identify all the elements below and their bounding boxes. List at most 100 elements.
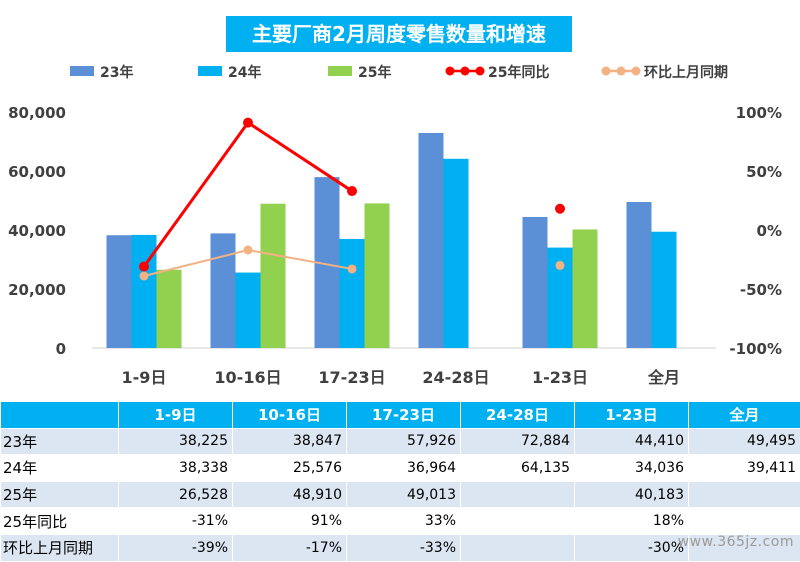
y-left-tick-label: 60,000 [8, 163, 66, 181]
legend-swatch-marker [476, 67, 485, 76]
bar [365, 203, 390, 348]
x-tick-label: 10-16日 [214, 368, 281, 387]
legend-swatch [328, 66, 352, 76]
bar [523, 217, 548, 348]
table-cell: 49,495 [689, 428, 800, 455]
x-tick-label: 1-9日 [122, 368, 167, 387]
table-header-cell: 全月 [689, 402, 800, 429]
table-cell [461, 534, 575, 561]
table-cell: 40,183 [575, 481, 689, 508]
line-point [139, 262, 149, 272]
table-row: 23年 38,225 38,847 57,926 72,884 44,410 4… [1, 428, 800, 455]
row-label: 24年 [1, 455, 119, 482]
table-cell: -17% [233, 534, 347, 561]
bar [132, 235, 157, 348]
bar [107, 235, 132, 348]
line-point [140, 272, 149, 281]
bar [261, 204, 286, 348]
legend-swatch [70, 66, 94, 76]
bar [652, 232, 677, 348]
table-cell: 72,884 [461, 428, 575, 455]
table-header-cell: 17-23日 [347, 402, 461, 429]
table-cell: 18% [575, 508, 689, 535]
legend-label: 24年 [228, 64, 261, 81]
table-row: 24年 38,338 25,576 36,964 64,135 34,036 3… [1, 455, 800, 482]
table-header-cell: 1-9日 [119, 402, 233, 429]
legend-label: 25年同比 [488, 64, 549, 81]
legend-label: 环比上月同期 [644, 64, 728, 81]
table-cell: 38,338 [119, 455, 233, 482]
y-right-tick-label: 0% [757, 222, 782, 240]
line-point [244, 246, 253, 255]
table-cell: 34,036 [575, 455, 689, 482]
chart-svg: 0 20,000 40,000 60,000 80,000 -100% -50% 0% 50% 1… [0, 0, 800, 400]
y-right-tick-label: -100% [729, 340, 782, 358]
line-point [555, 204, 565, 214]
table-row: 25年同比 -31% 91% 33% 18% [1, 508, 800, 535]
x-tick-label: 17-23日 [318, 368, 385, 387]
table-cell: -31% [119, 508, 233, 535]
table-cell: 36,964 [347, 455, 461, 482]
legend-swatch-marker [446, 67, 455, 76]
table-cell [689, 508, 800, 535]
legend-swatch-marker [602, 67, 611, 76]
bar [340, 239, 365, 348]
table-cell: 33% [347, 508, 461, 535]
legend-swatch-marker [461, 67, 470, 76]
table-cell: 26,528 [119, 481, 233, 508]
y-left-tick-label: 0 [56, 340, 66, 358]
bar [419, 133, 444, 348]
table-cell: 44,410 [575, 428, 689, 455]
table-cell [461, 508, 575, 535]
table-row: 25年 26,528 48,910 49,013 40,183 [1, 481, 800, 508]
y-left-tick-label: 80,000 [8, 104, 66, 122]
table-cell [689, 481, 800, 508]
table-cell: -33% [347, 534, 461, 561]
legend-label: 23年 [100, 64, 133, 81]
row-label: 环比上月同期 [1, 534, 119, 561]
bar [627, 202, 652, 348]
table-cell: 49,013 [347, 481, 461, 508]
table-header-row: 1-9日 10-16日 17-23日 24-28日 1-23日 全月 [1, 402, 800, 429]
y-left-tick-label: 20,000 [8, 281, 66, 299]
bar [444, 159, 469, 348]
table-cell: 48,910 [233, 481, 347, 508]
watermark: www.365jz.com [678, 534, 794, 550]
bar [157, 270, 182, 348]
y-right-tick-label: -50% [740, 281, 782, 299]
line-point [243, 118, 253, 128]
bar [573, 229, 598, 348]
line-point [347, 186, 357, 196]
table-cell [461, 481, 575, 508]
row-label: 25年同比 [1, 508, 119, 535]
bar [236, 273, 261, 348]
row-label: 23年 [1, 428, 119, 455]
legend-label: 25年 [358, 64, 391, 81]
table-header-cell: 1-23日 [575, 402, 689, 429]
table-cell: 39,411 [689, 455, 800, 482]
line-point [556, 261, 565, 270]
table-cell: 38,225 [119, 428, 233, 455]
table-cell: -30% [575, 534, 689, 561]
bar [211, 233, 236, 348]
table-cell: 64,135 [461, 455, 575, 482]
row-label: 25年 [1, 481, 119, 508]
table-cell: 57,926 [347, 428, 461, 455]
legend-swatch [198, 66, 222, 76]
y-right-tick-label: 100% [736, 104, 782, 122]
table-cell: 38,847 [233, 428, 347, 455]
table-cell: 91% [233, 508, 347, 535]
line-point [348, 264, 357, 273]
table-header-cell: 24-28日 [461, 402, 575, 429]
x-tick-label: 24-28日 [422, 368, 489, 387]
legend-swatch-marker [617, 67, 626, 76]
legend-swatch-marker [632, 67, 641, 76]
table-header-cell [1, 402, 119, 429]
x-tick-label: 1-23日 [532, 368, 588, 387]
y-right-tick-label: 50% [746, 163, 782, 181]
x-tick-label: 全月 [647, 368, 680, 387]
table-header-cell: 10-16日 [233, 402, 347, 429]
table-cell: 25,576 [233, 455, 347, 482]
y-left-tick-label: 40,000 [8, 222, 66, 240]
